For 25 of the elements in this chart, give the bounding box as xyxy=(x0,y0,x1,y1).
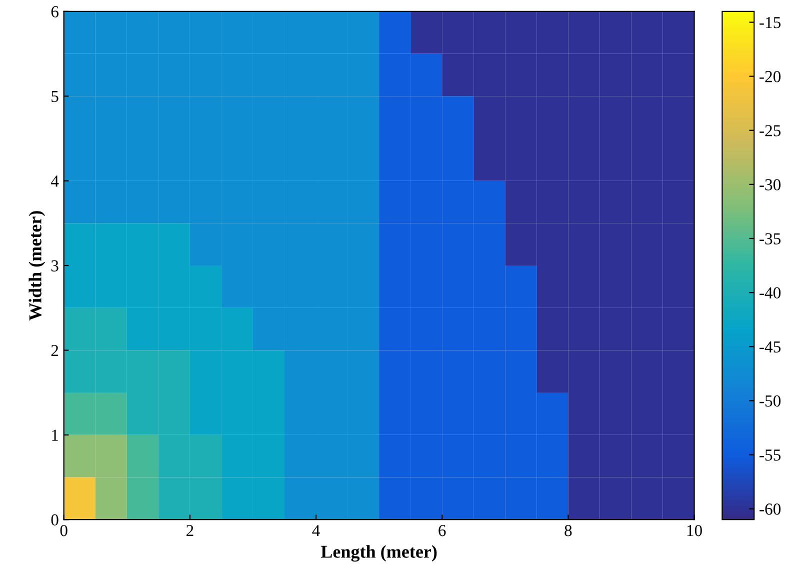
y-tick-label: 5 xyxy=(52,90,58,102)
color-bar-label: -55 xyxy=(760,450,781,461)
color-bar-label: -30 xyxy=(760,179,781,190)
x-tick-label: 2 xyxy=(186,525,194,536)
color-bar-label: -25 xyxy=(760,125,781,136)
x-tick-label: 0 xyxy=(60,524,68,536)
y-tick-label: 6 xyxy=(51,6,58,18)
y-axis-title: Width (meter) xyxy=(28,211,46,320)
x-tick-label: 10 xyxy=(687,524,702,536)
x-tick-label: 4 xyxy=(312,525,320,536)
color-bar-label: -40 xyxy=(760,287,781,298)
color-bar-label: -20 xyxy=(760,70,781,82)
y-tick-label: 3 xyxy=(51,260,58,272)
y-tick-label: 4 xyxy=(50,176,59,187)
x-tick-label: 8 xyxy=(564,524,572,536)
color-bar-label: -35 xyxy=(760,233,781,244)
x-tick-label: 6 xyxy=(438,525,446,536)
x-axis-title: Length (meter) xyxy=(320,545,437,562)
y-tick-label: 0 xyxy=(51,514,58,526)
y-tick-label: 1 xyxy=(52,430,58,441)
y-tick-label: 2 xyxy=(51,344,58,356)
color-bar-label: -50 xyxy=(760,395,781,407)
color-bar-label: -60 xyxy=(760,503,781,515)
color-bar-label: -15 xyxy=(760,17,781,28)
color-bar-label: -45 xyxy=(760,341,781,353)
